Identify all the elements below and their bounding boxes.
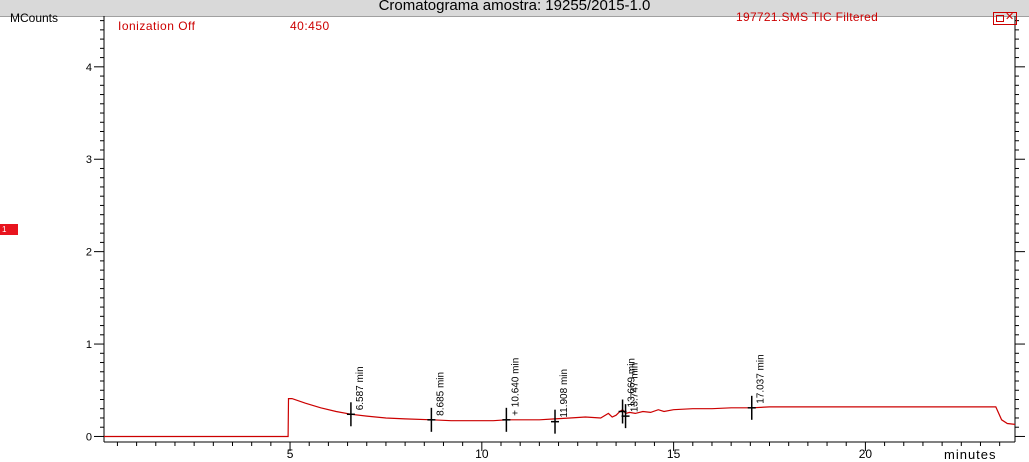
x-tick-label: 5 (287, 447, 294, 461)
x-tick-label: 10 (475, 447, 489, 461)
x-axis-label: minutes (944, 447, 997, 462)
x-tick-label: 20 (859, 447, 873, 461)
peak-label: + 10.640 min (510, 358, 521, 416)
y-tick-label: 4 (86, 62, 92, 74)
trace-window-controls[interactable]: ✕ (993, 11, 1017, 25)
ionization-status: Ionization Off (118, 19, 196, 33)
peak-label: 11.908 min (559, 369, 570, 418)
trace-marker-badge[interactable]: 1 (0, 224, 18, 235)
peak-label: 17.037 min (756, 354, 767, 403)
tic-trace-line (104, 398, 1016, 438)
y-tick-label: 0 (86, 431, 92, 443)
peak-label: 8.685 min (435, 372, 446, 416)
y-tick-label: 1 (86, 339, 92, 351)
peak-label: 13.747 min (630, 363, 641, 412)
window-title-bar: Cromatograma amostra: 19255/2015-1.0 (0, 0, 1029, 17)
y-axis-label: MCounts (10, 11, 59, 25)
peak-label: 6.587 min (355, 366, 366, 410)
restore-icon[interactable] (996, 15, 1004, 22)
close-icon[interactable]: ✕ (1005, 11, 1015, 23)
chart-title: Cromatograma amostra: 19255/2015-1.0 (378, 0, 651, 14)
y-tick-label: 2 (86, 247, 92, 259)
peak-label: 13.669 min (627, 358, 638, 407)
x-tick-label: 15 (667, 447, 681, 461)
mz-range-label: 40:450 (290, 19, 330, 33)
trace-name-label: 197721.SMS TIC Filtered (736, 10, 879, 24)
y-tick-label: 3 (86, 154, 92, 166)
